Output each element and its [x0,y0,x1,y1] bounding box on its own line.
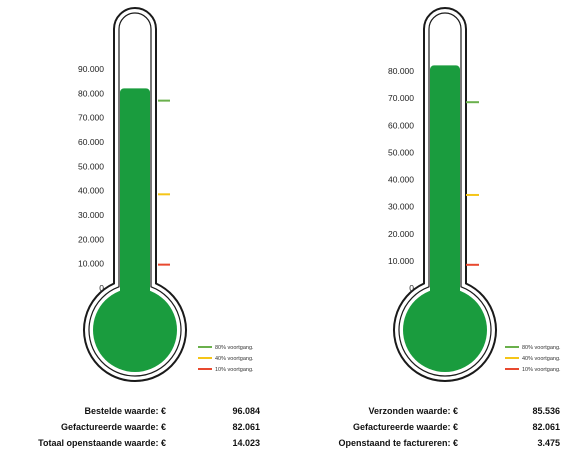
tick-label: 60.000 [388,120,414,130]
tick-label: 70.000 [388,93,414,103]
thermometer-1: 0 10.000 20.000 30.000 40.000 50.000 60.000 70.… [78,7,254,382]
tick-label: 60.000 [78,137,104,147]
tick-label: 10.000 [388,256,414,266]
tick-label: 40.000 [78,186,104,196]
tick-label: 30.000 [388,202,414,212]
tick-label: 40.000 [388,175,414,185]
stat-label: Bestelde waarde: € [84,406,166,416]
tick-label: 30.000 [78,210,104,220]
tick-label: 50.000 [388,147,414,157]
tick-label: 20.000 [78,234,104,244]
stat-value: 96.084 [232,406,260,416]
stats-row: Verzonden waarde: € 85.536 [290,404,560,418]
tick-label: 20.000 [388,229,414,239]
stat-value: 14.023 [232,438,260,448]
legend-label: 40% voortgang. [522,356,561,362]
stat-value: 82.061 [532,422,560,432]
legend-label: 80% voortgang. [215,345,254,351]
stat-value: 85.536 [532,406,560,416]
tick-label: 10.000 [78,259,104,269]
stat-value: 3.475 [537,438,560,448]
stat-value: 82.061 [232,422,260,432]
stats-row: Gefactureerde waarde: € 82.061 [290,420,560,434]
tick-label: 0 [99,283,104,293]
legend-label: 10% voortgang. [522,367,561,373]
stat-label: Gefactureerde waarde: € [352,422,458,432]
tick-label: 50.000 [78,161,104,171]
mercury-column [120,88,150,330]
tick-label: 80.000 [388,66,414,76]
stat-label: Openstaand te factureren: € [338,438,458,448]
tick-label: 70.000 [78,113,104,123]
legend-label: 80% voortgang. [522,345,561,351]
stats-row: Bestelde waarde: € 96.084 [0,404,260,418]
stat-label: Totaal openstaande waarde: € [38,438,166,448]
tick-label: 80.000 [78,88,104,98]
legend-label: 10% voortgang. [215,367,254,373]
stats-row: Openstaand te factureren: € 3.475 [290,436,560,450]
legend-label: 40% voortgang. [215,356,254,362]
mercury-bulb [93,288,177,372]
mercury-bulb [403,288,487,372]
thermometer-2: 0 10.000 20.000 30.000 40.000 50.000 60.000 70.… [388,7,561,382]
stats-row: Totaal openstaande waarde: € 14.023 [0,436,260,450]
stats-row: Gefactureerde waarde: € 82.061 [0,420,260,434]
stats-left: Bestelde waarde: € 96.084 Gefactureerde … [0,404,260,452]
stat-label: Gefactureerde waarde: € [60,422,166,432]
stats-right: Verzonden waarde: € 85.536 Gefactureerde… [290,404,560,452]
tick-label: 0 [409,283,414,293]
mercury-column [430,65,460,330]
stat-label: Verzonden waarde: € [368,406,458,416]
tick-label: 90.000 [78,64,104,74]
